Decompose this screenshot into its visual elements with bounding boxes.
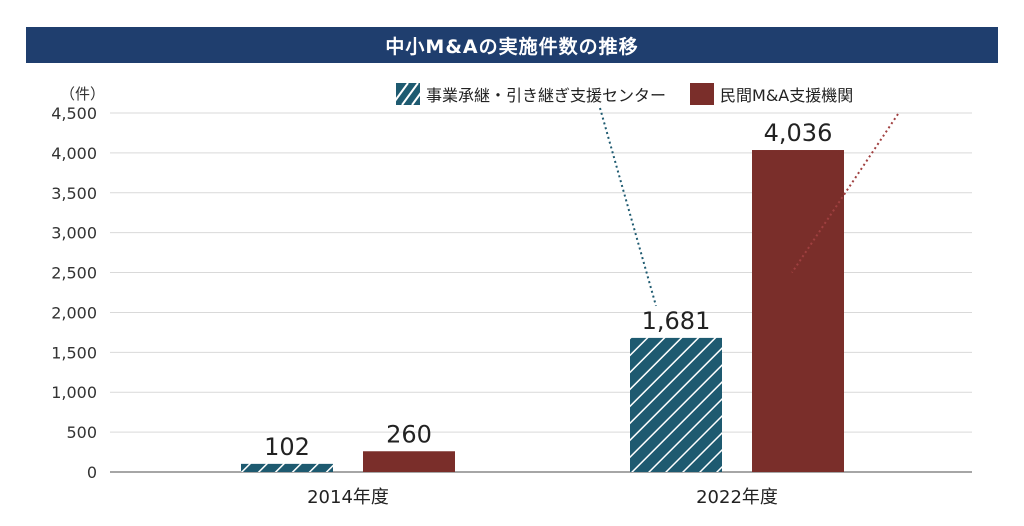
bar-center-1	[630, 337, 722, 472]
y-tick-label: 4,500	[51, 104, 97, 123]
data-label: 4,036	[764, 119, 833, 147]
y-tick-label: 2,500	[51, 264, 97, 283]
y-tick-label: 4,000	[51, 144, 97, 163]
y-tick-label: 0	[87, 463, 97, 482]
x-tick-label: 2014年度	[307, 487, 389, 508]
legend-item-private: 民間M&A支援機関	[690, 82, 853, 106]
y-tick-label: 3,500	[51, 184, 97, 203]
y-axis-unit-label: （件）	[60, 85, 105, 103]
legend-label-series-2: 民間M&A支援機関	[720, 86, 854, 105]
y-tick-label: 3,000	[51, 224, 97, 243]
legend-swatch-hatched	[396, 83, 420, 105]
bar-private-1	[752, 150, 844, 472]
legend-swatch-solid	[690, 83, 715, 105]
chart-title: 中小M&Aの実施件数の推移	[26, 27, 998, 63]
legend-label-series-1: 事業承継・引き継ぎ支援センター	[426, 86, 667, 105]
bar-center-0	[241, 463, 333, 472]
data-label: 1,681	[642, 307, 711, 335]
leader-line-center	[599, 107, 657, 307]
leader-line-private	[791, 113, 899, 274]
chart-legend: 事業承継・引き継ぎ支援センター 民間M&A支援機関	[396, 82, 877, 106]
x-tick-label: 2022年度	[696, 487, 778, 508]
bar-private-0	[363, 451, 455, 472]
y-tick-label: 2,000	[51, 303, 97, 322]
y-tick-label: 1,000	[51, 383, 97, 402]
y-tick-label: 1,500	[51, 343, 97, 362]
data-label: 260	[386, 420, 432, 448]
legend-item-center: 事業承継・引き継ぎ支援センター	[396, 82, 666, 106]
data-label: 102	[264, 433, 310, 461]
y-tick-label: 500	[66, 423, 97, 442]
